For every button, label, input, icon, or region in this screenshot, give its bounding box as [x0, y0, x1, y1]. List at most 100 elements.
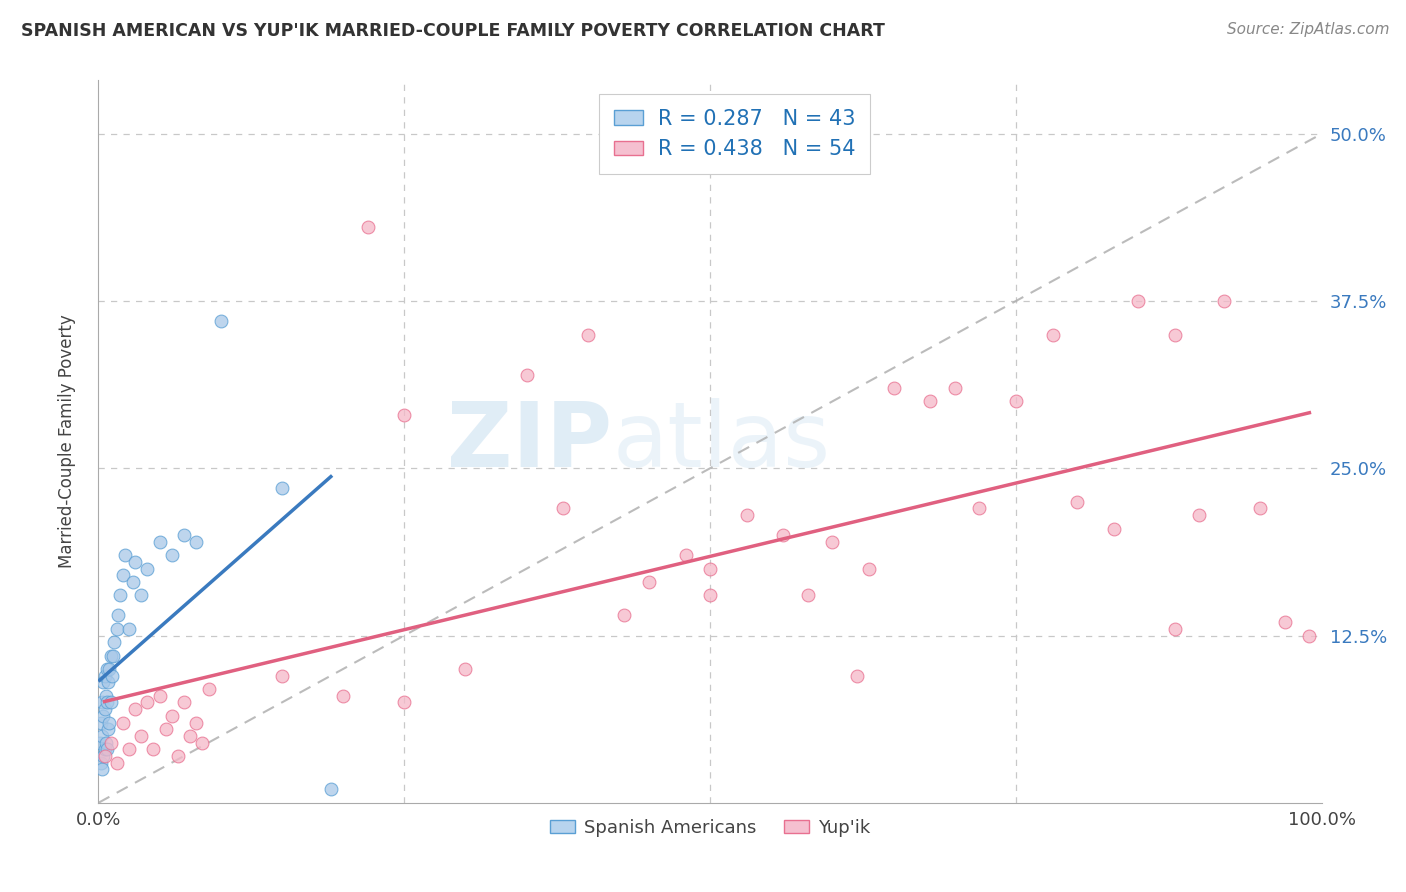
Y-axis label: Married-Couple Family Poverty: Married-Couple Family Poverty	[58, 315, 76, 568]
Point	[1066, 494, 1088, 508]
Text: ZIP: ZIP	[447, 398, 612, 485]
Point	[772, 528, 794, 542]
Point	[98, 662, 121, 676]
Point	[96, 696, 118, 710]
Point	[270, 669, 294, 683]
Point	[114, 548, 136, 563]
Point	[94, 735, 117, 749]
Point	[155, 723, 177, 737]
Point	[91, 708, 114, 723]
Point	[883, 381, 905, 395]
Legend: Spanish Americans, Yup'ik: Spanish Americans, Yup'ik	[543, 812, 877, 845]
Point	[1102, 521, 1125, 535]
Point	[1164, 327, 1187, 342]
Point	[920, 394, 942, 409]
Point	[319, 782, 342, 797]
Point	[121, 575, 143, 590]
Point	[845, 669, 868, 683]
Point	[967, 501, 990, 516]
Point	[858, 562, 880, 576]
Point	[91, 696, 114, 710]
Point	[1004, 394, 1026, 409]
Point	[111, 715, 134, 730]
Point	[98, 715, 121, 730]
Point	[103, 635, 125, 649]
Point	[101, 648, 124, 663]
Point	[943, 381, 966, 395]
Point	[101, 669, 124, 683]
Point	[699, 589, 721, 603]
Point	[637, 575, 661, 590]
Point	[1188, 508, 1211, 523]
Point	[93, 749, 115, 764]
Point	[167, 749, 190, 764]
Point	[1164, 622, 1187, 636]
Point	[149, 689, 172, 703]
Point	[93, 702, 115, 716]
Point	[173, 528, 195, 542]
Point	[356, 220, 378, 235]
Point	[675, 548, 697, 563]
Point	[90, 756, 112, 770]
Point	[142, 742, 165, 756]
Point	[160, 708, 183, 723]
Point	[105, 756, 128, 770]
Point	[270, 482, 294, 496]
Point	[90, 715, 112, 730]
Point	[96, 662, 118, 676]
Point	[136, 696, 159, 710]
Point	[129, 589, 152, 603]
Point	[129, 729, 152, 743]
Point	[179, 729, 201, 743]
Point	[118, 622, 141, 636]
Point	[100, 696, 122, 710]
Point	[1298, 628, 1320, 642]
Point	[91, 749, 114, 764]
Point	[97, 675, 120, 690]
Point	[197, 681, 219, 696]
Point	[93, 669, 115, 683]
Text: Source: ZipAtlas.com: Source: ZipAtlas.com	[1226, 22, 1389, 37]
Point	[124, 555, 146, 569]
Point	[110, 589, 132, 603]
Point	[100, 735, 122, 749]
Text: SPANISH AMERICAN VS YUP'IK MARRIED-COUPLE FAMILY POVERTY CORRELATION CHART: SPANISH AMERICAN VS YUP'IK MARRIED-COUPL…	[21, 22, 884, 40]
Point	[454, 662, 477, 676]
Point	[149, 534, 172, 549]
Point	[576, 327, 599, 342]
Point	[553, 501, 575, 516]
Point	[821, 534, 844, 549]
Point	[186, 715, 208, 730]
Point	[797, 589, 820, 603]
Point	[89, 735, 111, 749]
Point	[93, 742, 115, 756]
Point	[191, 735, 214, 749]
Point	[111, 568, 134, 582]
Point	[118, 742, 141, 756]
Point	[1249, 501, 1271, 516]
Point	[100, 648, 122, 663]
Point	[136, 562, 159, 576]
Point	[91, 729, 114, 743]
Point	[105, 622, 128, 636]
Point	[699, 562, 721, 576]
Text: atlas: atlas	[612, 398, 831, 485]
Point	[173, 696, 195, 710]
Point	[96, 742, 118, 756]
Point	[160, 548, 183, 563]
Point	[91, 762, 114, 776]
Point	[735, 508, 758, 523]
Point	[613, 608, 636, 623]
Point	[1212, 294, 1234, 309]
Point	[94, 689, 117, 703]
Point	[392, 696, 416, 710]
Point	[1042, 327, 1064, 342]
Point	[209, 314, 232, 328]
Point	[107, 608, 129, 623]
Point	[1128, 294, 1150, 309]
Point	[1274, 615, 1296, 630]
Point	[515, 368, 537, 382]
Point	[186, 534, 208, 549]
Point	[91, 675, 114, 690]
Point	[392, 408, 416, 422]
